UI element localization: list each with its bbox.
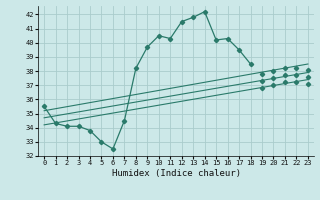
X-axis label: Humidex (Indice chaleur): Humidex (Indice chaleur)	[111, 169, 241, 178]
